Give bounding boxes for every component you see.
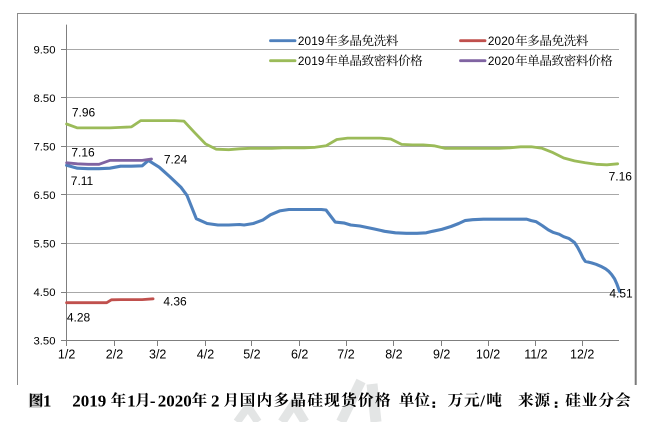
svg-text:8/2: 8/2 — [385, 348, 402, 362]
svg-text:7.96: 7.96 — [72, 105, 96, 119]
svg-text:7.16: 7.16 — [71, 145, 95, 159]
svg-text:/: / — [479, 392, 485, 411]
svg-text:4.36: 4.36 — [163, 294, 187, 308]
svg-text:2019: 2019 — [72, 392, 106, 411]
svg-text:12/2: 12/2 — [570, 348, 594, 362]
svg-text:6.50: 6.50 — [34, 190, 56, 202]
svg-text:1/2: 1/2 — [58, 348, 75, 362]
svg-text:6/2: 6/2 — [291, 348, 308, 362]
svg-text:4.50: 4.50 — [34, 287, 56, 299]
svg-text:7.16: 7.16 — [609, 169, 633, 183]
svg-text:2019: 2019 — [298, 54, 325, 68]
svg-text:4.51: 4.51 — [609, 286, 633, 300]
svg-text:8.50: 8.50 — [34, 93, 56, 105]
svg-text:7/2: 7/2 — [337, 348, 354, 362]
svg-text:1: 1 — [43, 392, 52, 411]
svg-text:-: - — [150, 392, 156, 411]
svg-text:5/2: 5/2 — [243, 348, 260, 362]
svg-text:7.50: 7.50 — [34, 141, 56, 153]
svg-text:9/2: 9/2 — [433, 348, 450, 362]
svg-text:7.11: 7.11 — [71, 174, 94, 188]
svg-text:2020: 2020 — [488, 54, 515, 68]
svg-text:4.28: 4.28 — [67, 310, 91, 324]
svg-text:7.24: 7.24 — [164, 153, 188, 167]
svg-text:10/2: 10/2 — [476, 348, 500, 362]
svg-text:1: 1 — [127, 392, 136, 411]
svg-text:11/2: 11/2 — [524, 348, 547, 362]
svg-text:3/2: 3/2 — [149, 348, 166, 362]
svg-text:4/2: 4/2 — [197, 348, 214, 362]
svg-text:3.50: 3.50 — [34, 336, 56, 348]
svg-text:2020: 2020 — [488, 34, 515, 48]
svg-text:9.50: 9.50 — [34, 44, 56, 56]
svg-text:5.50: 5.50 — [34, 239, 56, 251]
svg-text:2/2: 2/2 — [106, 348, 123, 362]
svg-text:2: 2 — [211, 392, 220, 411]
svg-text:2020: 2020 — [158, 392, 192, 411]
svg-text:2019: 2019 — [298, 34, 325, 48]
